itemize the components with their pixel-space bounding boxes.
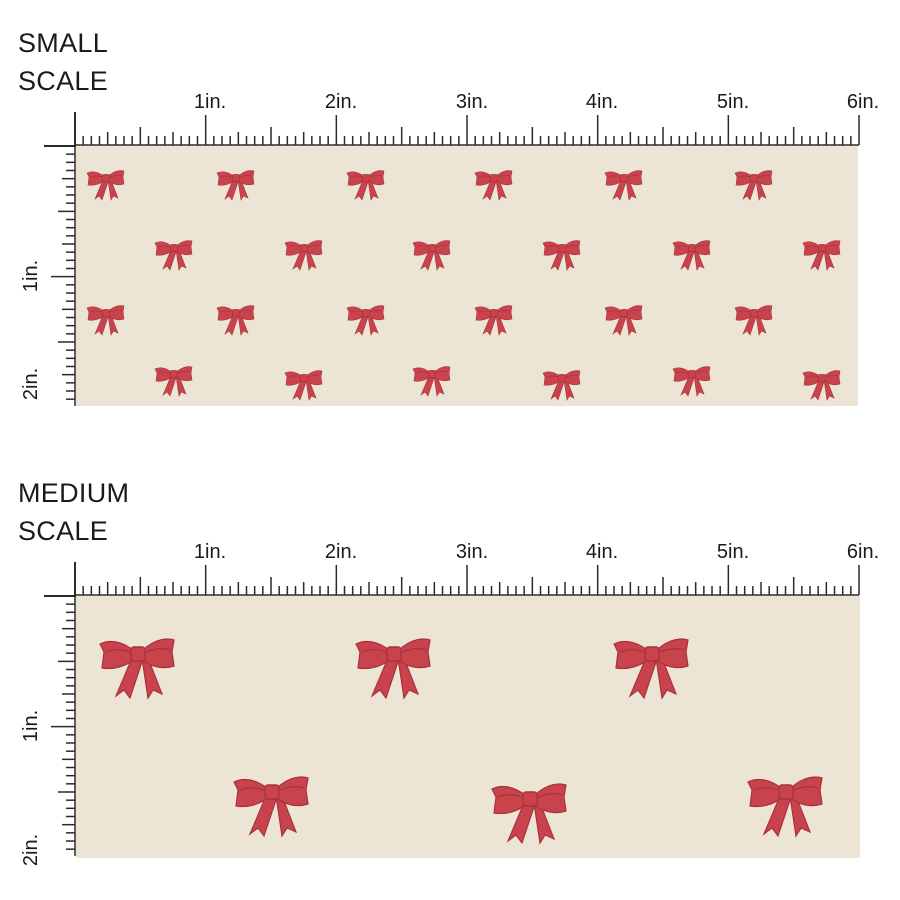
bow-icon <box>346 305 385 336</box>
bow-icon <box>216 170 255 201</box>
bow-icon <box>613 638 689 700</box>
small-h-label-4: 4in. <box>585 91 619 113</box>
medium-scale-title: MEDIUM SCALE <box>18 474 129 550</box>
medium-scale-title-line1: MEDIUM <box>18 478 130 508</box>
medium-v-label-2: 2in. <box>20 833 42 867</box>
bow-icon <box>412 366 451 397</box>
bow-icon <box>604 170 643 201</box>
small-horizontal-ruler <box>0 112 900 146</box>
medium-scale-swatch <box>76 596 860 858</box>
bow-icon <box>474 305 513 336</box>
small-scale-title-line2: SCALE <box>18 66 109 96</box>
medium-scale-title-line2: SCALE <box>18 516 109 546</box>
small-h-label-6: 6in. <box>846 91 880 113</box>
bow-icon <box>216 305 255 336</box>
bow-icon <box>86 170 125 201</box>
bow-icon <box>734 170 773 201</box>
medium-h-label-4: 4in. <box>585 541 619 563</box>
bow-icon <box>542 240 581 271</box>
small-scale-title-line1: SMALL <box>18 28 109 58</box>
bow-icon <box>355 638 431 700</box>
medium-h-label-3: 3in. <box>455 541 489 563</box>
small-bow-pattern <box>86 170 841 401</box>
medium-h-label-6: 6in. <box>846 541 880 563</box>
medium-horizontal-ruler <box>0 562 900 596</box>
medium-h-label-5: 5in. <box>716 541 750 563</box>
bow-icon <box>86 305 125 336</box>
bow-icon <box>99 638 175 700</box>
bow-icon <box>802 240 841 271</box>
bow-icon <box>412 240 451 271</box>
medium-bow-pattern <box>99 638 823 845</box>
bow-icon <box>154 240 193 271</box>
small-h-label-2: 2in. <box>324 91 358 113</box>
small-v-label-1: 1in. <box>20 259 42 293</box>
small-vertical-ruler <box>40 145 76 408</box>
medium-vertical-ruler <box>40 595 76 858</box>
bow-icon <box>284 240 323 271</box>
medium-v-label-1: 1in. <box>20 709 42 743</box>
bow-icon <box>233 776 309 838</box>
bow-icon <box>747 776 823 838</box>
small-scale-title: SMALL SCALE <box>18 24 108 100</box>
medium-h-label-1: 1in. <box>193 541 227 563</box>
bow-icon <box>154 366 193 397</box>
bow-icon <box>802 370 841 401</box>
bow-icon <box>604 305 643 336</box>
bow-icon <box>491 783 567 845</box>
small-h-label-3: 3in. <box>455 91 489 113</box>
bow-icon <box>346 170 385 201</box>
small-v-label-2: 2in. <box>20 367 42 401</box>
bow-icon <box>672 240 711 271</box>
bow-icon <box>474 170 513 201</box>
small-h-label-1: 1in. <box>193 91 227 113</box>
bow-icon <box>284 370 323 401</box>
medium-h-label-2: 2in. <box>324 541 358 563</box>
bow-icon <box>672 366 711 397</box>
small-scale-swatch <box>76 146 858 406</box>
bow-icon <box>542 370 581 401</box>
bow-icon <box>734 305 773 336</box>
small-h-label-5: 5in. <box>716 91 750 113</box>
